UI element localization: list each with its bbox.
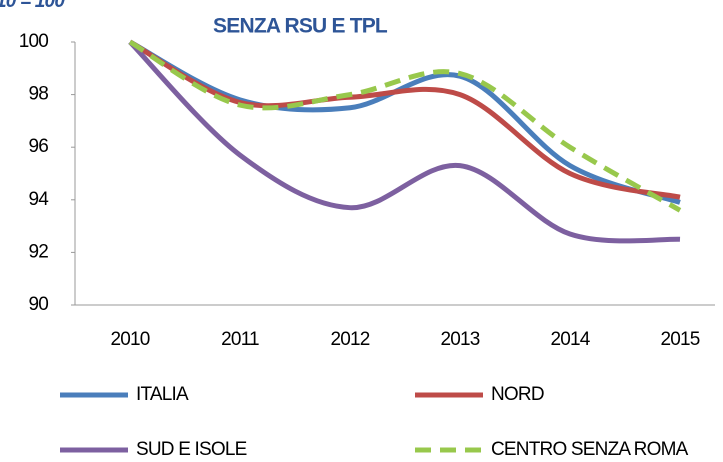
legend-label: NORD [491, 384, 544, 405]
x-tick-label: 2015 [660, 329, 699, 350]
x-tick-label: 2010 [110, 329, 149, 350]
series-line [128, 39, 681, 200]
x-tick-label: 2013 [440, 329, 479, 350]
legend-label: SUD E ISOLE [136, 439, 247, 460]
x-tick-label: 2011 [221, 329, 259, 350]
y-tick-label: 100 [19, 31, 49, 52]
legend-label: CENTRO SENZA ROMA [491, 439, 689, 460]
series-line [128, 39, 682, 213]
y-tick-label: 90 [28, 294, 48, 315]
series-line [128, 40, 681, 244]
y-tick-label: 92 [28, 241, 48, 262]
x-tick-label: 2012 [330, 329, 369, 350]
y-tick-label: 94 [28, 189, 49, 210]
chart-title: SENZA RSU E TPL [213, 15, 388, 38]
chart-subtitle: 10 = 100 [0, 0, 65, 12]
series-line [128, 39, 681, 205]
y-tick-label: 96 [28, 136, 48, 157]
x-tick-label: 2014 [550, 329, 590, 350]
y-tick-label: 98 [28, 84, 48, 105]
legend-label: ITALIA [136, 384, 189, 405]
